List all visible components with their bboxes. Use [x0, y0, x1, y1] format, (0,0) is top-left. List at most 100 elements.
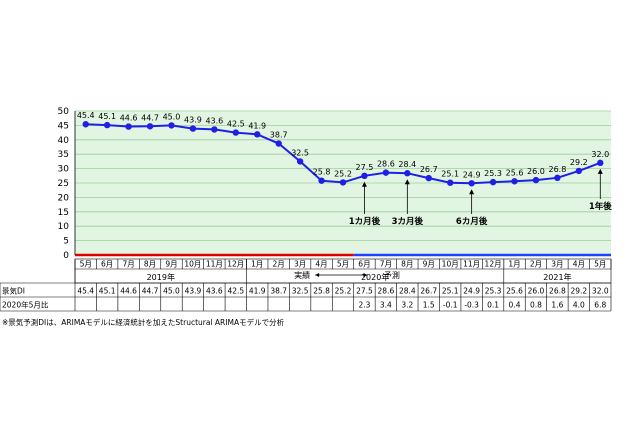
annotation-label: 1年後: [589, 201, 612, 212]
x-tick-label: 1月: [508, 260, 520, 269]
table-cell: 6.8: [594, 301, 606, 310]
y-tick-label: 10: [58, 222, 70, 232]
data-label: 38.7: [270, 131, 288, 140]
table-cell: 1.5: [423, 301, 435, 310]
table-cell: 29.2: [570, 287, 587, 296]
table-cell: 25.2: [335, 287, 352, 296]
data-point: [254, 131, 261, 138]
table-cell: 42.5: [227, 287, 244, 296]
data-point: [318, 177, 325, 184]
x-tick-label: 8月: [144, 260, 156, 269]
table-cell: 26.0: [528, 287, 545, 296]
data-label: 44.7: [141, 113, 159, 122]
data-point: [103, 121, 111, 129]
x-tick-label: 11月: [206, 260, 223, 269]
data-label: 32.0: [591, 150, 609, 159]
annotation-label: 6カ月後: [456, 216, 488, 227]
x-tick-label: 12月: [227, 260, 244, 269]
y-tick-label: 40: [58, 136, 70, 146]
x-tick-label: 1月: [251, 260, 263, 269]
annotation-arrow-head: [404, 179, 410, 185]
table-cell: 0.8: [530, 301, 542, 310]
y-tick-label: 0: [63, 251, 69, 261]
data-point: [511, 178, 518, 185]
annotation-arrow-head: [361, 181, 367, 187]
table-cell: 45.4: [77, 287, 94, 296]
data-label: 28.6: [377, 160, 395, 169]
x-tick-label: 6月: [101, 260, 113, 269]
year-label: 2020年: [361, 272, 389, 282]
table-cell: 0.1: [487, 301, 499, 310]
table-cell: 25.1: [442, 287, 459, 296]
data-point: [597, 159, 604, 167]
y-tick-label: 25: [58, 179, 69, 189]
data-label: 27.5: [356, 163, 374, 172]
x-tick-label: 7月: [380, 260, 392, 269]
table-cell: 43.9: [185, 287, 202, 296]
x-tick-label: 4月: [315, 260, 327, 269]
y-tick-label: 50: [58, 107, 70, 117]
table-cell: 26.7: [420, 287, 437, 296]
data-point: [82, 121, 89, 128]
data-point: [361, 172, 368, 179]
table-cell: 41.9: [249, 287, 266, 296]
x-tick-label: 5月: [80, 260, 92, 269]
data-point: [275, 140, 282, 147]
data-label: 25.1: [441, 170, 459, 179]
table-grid: [0, 258, 612, 312]
data-label: 25.6: [506, 168, 524, 177]
y-tick-label: 15: [58, 208, 69, 218]
x-tick-label: 5月: [337, 260, 349, 269]
table-cell: 25.3: [485, 287, 502, 296]
data-label: 45.4: [77, 111, 95, 120]
data-label: 25.2: [334, 169, 352, 178]
y-tick-label: 35: [58, 150, 69, 160]
table-cell: 3.2: [401, 301, 413, 310]
data-point: [211, 126, 218, 133]
x-tick-label: 9月: [165, 260, 177, 269]
table-cell: 43.6: [206, 287, 223, 296]
table-cell: 25.8: [313, 287, 330, 296]
table-cell: 44.6: [120, 287, 137, 296]
data-label: 41.9: [248, 121, 266, 130]
table-cell: 45.1: [99, 287, 116, 296]
table-cell: 26.8: [549, 287, 566, 296]
period-arrow-left: [315, 273, 320, 277]
data-point: [146, 123, 154, 130]
data-label: 26.8: [548, 165, 566, 174]
data-label: 45.1: [98, 112, 116, 121]
data-point: [468, 180, 475, 187]
data-label: 26.7: [420, 165, 438, 174]
data-point: [425, 174, 432, 182]
data-point: [489, 178, 497, 186]
year-label: 2021年: [543, 272, 571, 282]
data-point: [232, 129, 239, 136]
x-tick-label: 10月: [442, 260, 459, 269]
data-label: 25.8: [313, 168, 331, 177]
data-label: 29.2: [570, 158, 588, 167]
table-cell: 24.9: [463, 287, 480, 296]
x-tick-label: 10月: [184, 260, 201, 269]
data-point: [168, 122, 175, 129]
x-tick-label: 8月: [401, 260, 413, 269]
table-cell: 3.4: [380, 301, 392, 310]
x-tick-label: 2月: [530, 260, 542, 269]
period-arrow-right: [363, 273, 368, 277]
table-cell: -0.1: [443, 301, 458, 310]
x-tick-label: 2月: [273, 260, 285, 269]
data-label: 42.5: [227, 120, 245, 129]
x-tick-label: 7月: [122, 260, 134, 269]
table-cell: 25.6: [506, 287, 523, 296]
data-point: [296, 158, 304, 165]
x-tick-label: 3月: [551, 260, 563, 269]
table-cell: 32.5: [292, 287, 309, 296]
table-cell: 45.0: [163, 287, 180, 296]
data-point: [404, 170, 411, 177]
table-row-label: 景気DI: [2, 286, 25, 296]
footnote: ※景気予測DIは、ARIMAモデルに経済統計を加えたStructural ARI…: [2, 317, 285, 327]
data-label: 43.6: [205, 116, 223, 125]
table-cell: 28.6: [378, 287, 395, 296]
data-point: [125, 123, 132, 130]
x-tick-label: 11月: [463, 260, 480, 269]
table-cell: 32.0: [592, 287, 609, 296]
